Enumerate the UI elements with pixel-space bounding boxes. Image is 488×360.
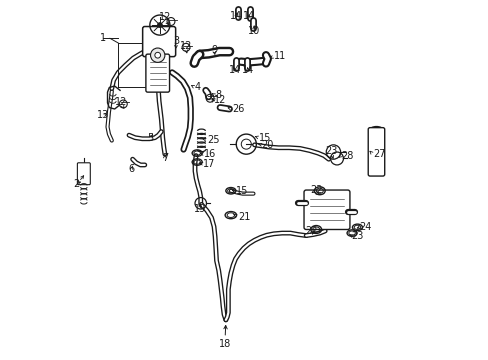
Text: 25: 25 xyxy=(206,135,219,145)
Text: 7: 7 xyxy=(162,153,168,163)
Text: 11: 11 xyxy=(273,51,285,61)
Text: 15: 15 xyxy=(235,186,248,197)
Text: 26: 26 xyxy=(231,104,244,114)
Text: 12: 12 xyxy=(159,12,171,22)
Text: 27: 27 xyxy=(372,149,385,159)
Text: 3: 3 xyxy=(173,36,179,46)
Text: 14: 14 xyxy=(242,64,254,75)
Text: 2: 2 xyxy=(73,179,79,189)
Text: 14: 14 xyxy=(242,11,254,21)
Text: 13: 13 xyxy=(97,111,109,121)
Text: 20: 20 xyxy=(261,140,274,150)
Text: 23: 23 xyxy=(351,231,363,240)
Text: 1: 1 xyxy=(100,33,106,43)
Text: 19: 19 xyxy=(194,204,206,214)
Text: 4: 4 xyxy=(195,82,201,93)
Text: 8: 8 xyxy=(215,90,221,100)
Text: 12: 12 xyxy=(179,41,191,51)
Text: 17: 17 xyxy=(203,159,215,169)
Text: 14: 14 xyxy=(229,11,242,21)
Text: 12: 12 xyxy=(115,97,127,107)
Text: 12: 12 xyxy=(214,95,226,105)
Circle shape xyxy=(150,48,164,62)
FancyBboxPatch shape xyxy=(142,27,175,57)
Text: 28: 28 xyxy=(341,150,353,161)
Text: 15: 15 xyxy=(258,133,271,143)
Text: 23: 23 xyxy=(325,145,337,156)
Text: 18: 18 xyxy=(219,339,231,349)
Text: 10: 10 xyxy=(247,26,260,36)
Text: 21: 21 xyxy=(238,212,250,221)
Text: 24: 24 xyxy=(359,222,371,232)
Text: 14: 14 xyxy=(229,64,241,75)
FancyBboxPatch shape xyxy=(367,128,384,176)
Text: 5: 5 xyxy=(147,133,153,143)
Text: 22: 22 xyxy=(309,185,322,195)
Circle shape xyxy=(155,52,160,58)
Text: 6: 6 xyxy=(128,164,134,174)
Text: 22: 22 xyxy=(305,226,318,236)
Circle shape xyxy=(157,23,162,28)
FancyBboxPatch shape xyxy=(304,190,349,229)
FancyBboxPatch shape xyxy=(77,163,90,185)
FancyBboxPatch shape xyxy=(145,54,169,92)
Text: 9: 9 xyxy=(210,45,217,55)
Text: 16: 16 xyxy=(203,149,216,159)
